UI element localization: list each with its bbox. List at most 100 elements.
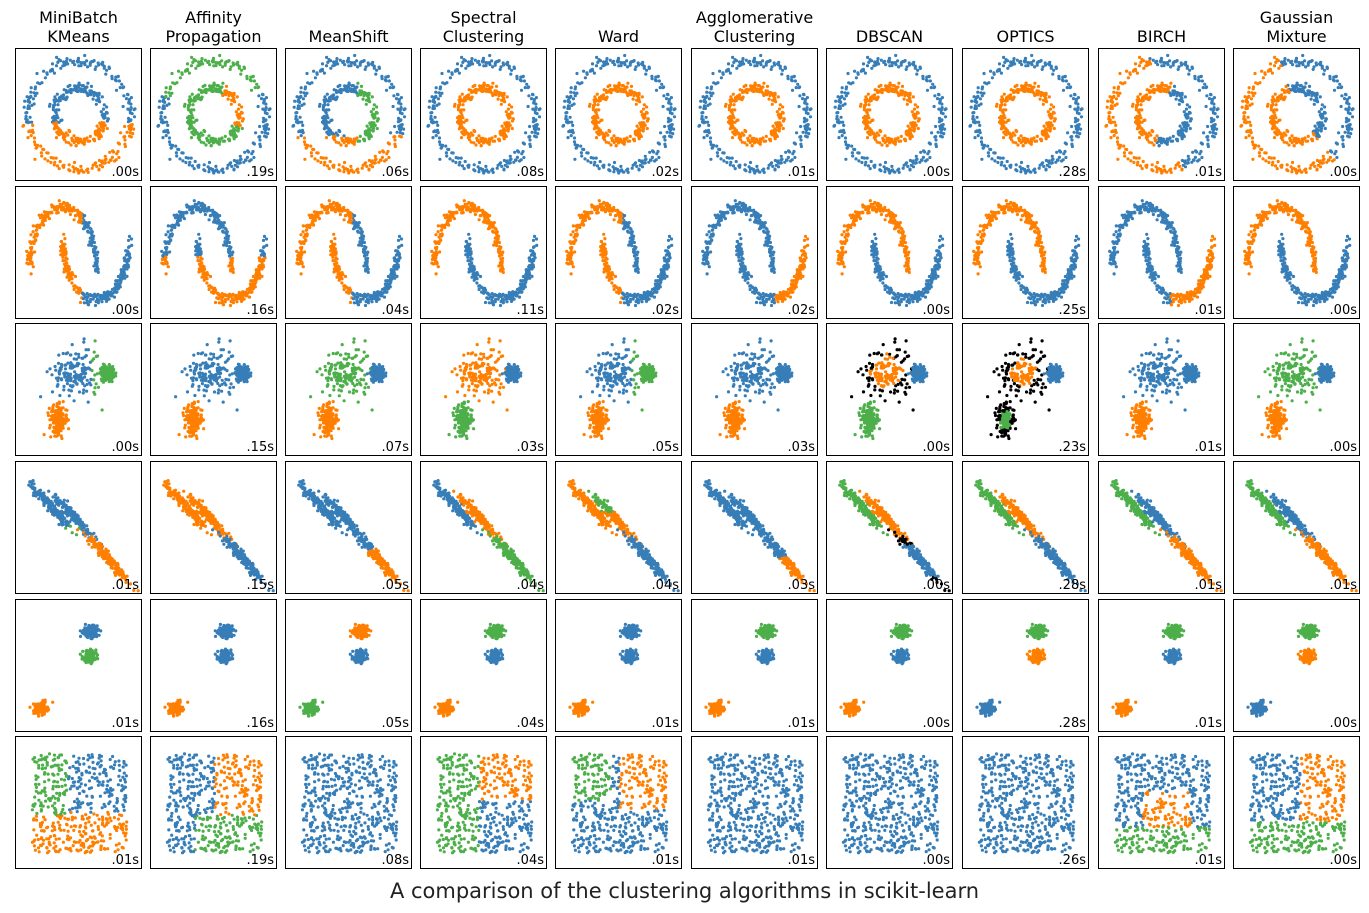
data-point (326, 103, 330, 107)
data-point (999, 71, 1003, 75)
data-point (877, 62, 881, 66)
data-point (1141, 159, 1145, 164)
data-point (103, 115, 107, 120)
data-point (593, 117, 597, 121)
data-point (1307, 84, 1312, 88)
data-point (1210, 124, 1214, 128)
data-point (875, 90, 880, 94)
data-point (1178, 124, 1182, 128)
data-point (1212, 96, 1216, 100)
data-point (1350, 115, 1355, 119)
data-point (460, 125, 464, 129)
data-point (939, 108, 943, 112)
data-point (781, 126, 785, 131)
data-point (990, 76, 994, 80)
data-point (129, 135, 133, 139)
data-point (82, 137, 86, 141)
data-point (654, 88, 659, 92)
data-point (1030, 87, 1034, 91)
data-point (99, 110, 103, 114)
data-point (1107, 117, 1111, 121)
data-point (387, 155, 391, 160)
data-point (715, 144, 719, 148)
data-point (974, 100, 979, 104)
data-point (718, 69, 722, 73)
data-point (64, 98, 68, 102)
data-point (1037, 90, 1041, 94)
data-point (85, 59, 89, 63)
data-point (1311, 162, 1315, 166)
data-point (267, 127, 271, 131)
data-point (747, 138, 751, 142)
data-point (1271, 160, 1275, 164)
data-point (1001, 156, 1005, 160)
data-point (1175, 139, 1180, 143)
data-point (749, 63, 753, 67)
data-point (1029, 137, 1033, 141)
data-point (635, 94, 640, 98)
data-point (319, 156, 323, 160)
data-point (321, 116, 325, 120)
data-point (53, 160, 57, 164)
data-point (167, 136, 172, 140)
data-point (916, 68, 920, 72)
data-point (1061, 88, 1066, 92)
data-point (734, 129, 738, 133)
data-point (39, 144, 43, 148)
data-point (1264, 151, 1268, 155)
data-point (434, 94, 438, 98)
data-point (803, 127, 807, 131)
data-point (1275, 167, 1279, 171)
data-point (156, 124, 160, 128)
data-point (363, 162, 367, 166)
data-point (779, 158, 783, 162)
data-point (196, 132, 200, 136)
data-point (339, 143, 343, 147)
data-point (184, 160, 188, 165)
data-point (537, 108, 541, 112)
data-point (395, 130, 399, 134)
data-point (781, 119, 785, 123)
data-point (457, 71, 461, 75)
data-point (729, 95, 733, 99)
data-point (457, 127, 461, 131)
data-point (904, 131, 908, 136)
data-point (88, 61, 92, 65)
data-point (914, 123, 918, 127)
data-point (908, 127, 912, 131)
data-point (391, 104, 395, 109)
data-point (973, 105, 978, 109)
data-point (1047, 165, 1052, 169)
data-point (497, 139, 502, 143)
data-point (1139, 103, 1143, 107)
data-point (845, 146, 849, 150)
data-point (633, 162, 637, 166)
data-point (252, 79, 256, 83)
data-point (940, 96, 944, 100)
data-point (1257, 144, 1261, 148)
data-point (476, 88, 480, 92)
data-point (1128, 71, 1132, 75)
data-point (607, 163, 611, 167)
data-point (494, 84, 499, 88)
data-point (502, 137, 506, 141)
data-point (128, 108, 132, 112)
data-point (491, 65, 495, 69)
data-point (842, 123, 846, 127)
data-point (262, 118, 266, 122)
data-point (302, 136, 307, 140)
data-point (367, 158, 371, 163)
data-point (722, 159, 726, 163)
data-point (744, 129, 748, 134)
data-point (861, 62, 866, 66)
data-point (524, 131, 528, 135)
data-point (460, 108, 464, 112)
data-point (897, 167, 901, 171)
data-point (1299, 170, 1303, 174)
data-point (40, 154, 44, 158)
data-point (323, 160, 327, 164)
data-point (938, 97, 942, 102)
data-point (1057, 155, 1061, 159)
data-point (469, 98, 473, 102)
data-point (1044, 127, 1048, 131)
